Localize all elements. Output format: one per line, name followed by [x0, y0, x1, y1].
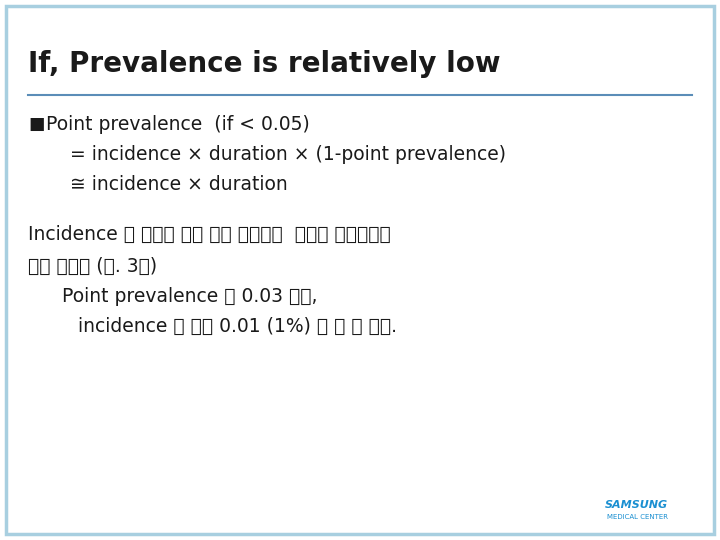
Text: ≅ incidence × duration: ≅ incidence × duration: [70, 175, 288, 194]
Text: = incidence × duration × (1-point prevalence): = incidence × duration × (1-point preval…: [70, 145, 506, 164]
Text: Point prevalence  (if < 0.05): Point prevalence (if < 0.05): [46, 115, 310, 134]
Text: Point prevalence 가 0.03 라면,: Point prevalence 가 0.03 라면,: [50, 287, 318, 306]
Text: 알고 있다면 (예. 3년): 알고 있다면 (예. 3년): [28, 257, 157, 276]
Text: incidence 는 연간 0.01 (1%) 로 볼 수 있음.: incidence 는 연간 0.01 (1%) 로 볼 수 있음.: [60, 317, 397, 336]
Text: SAMSUNG: SAMSUNG: [605, 500, 668, 510]
Text: MEDICAL CENTER: MEDICAL CENTER: [607, 514, 668, 520]
Text: If, Prevalence is relatively low: If, Prevalence is relatively low: [28, 50, 500, 78]
Text: ■: ■: [28, 115, 45, 133]
FancyBboxPatch shape: [6, 6, 714, 534]
Text: Incidence 가 시기에 관계 없이 일정하고  질병의 유병기간을: Incidence 가 시기에 관계 없이 일정하고 질병의 유병기간을: [28, 225, 391, 244]
